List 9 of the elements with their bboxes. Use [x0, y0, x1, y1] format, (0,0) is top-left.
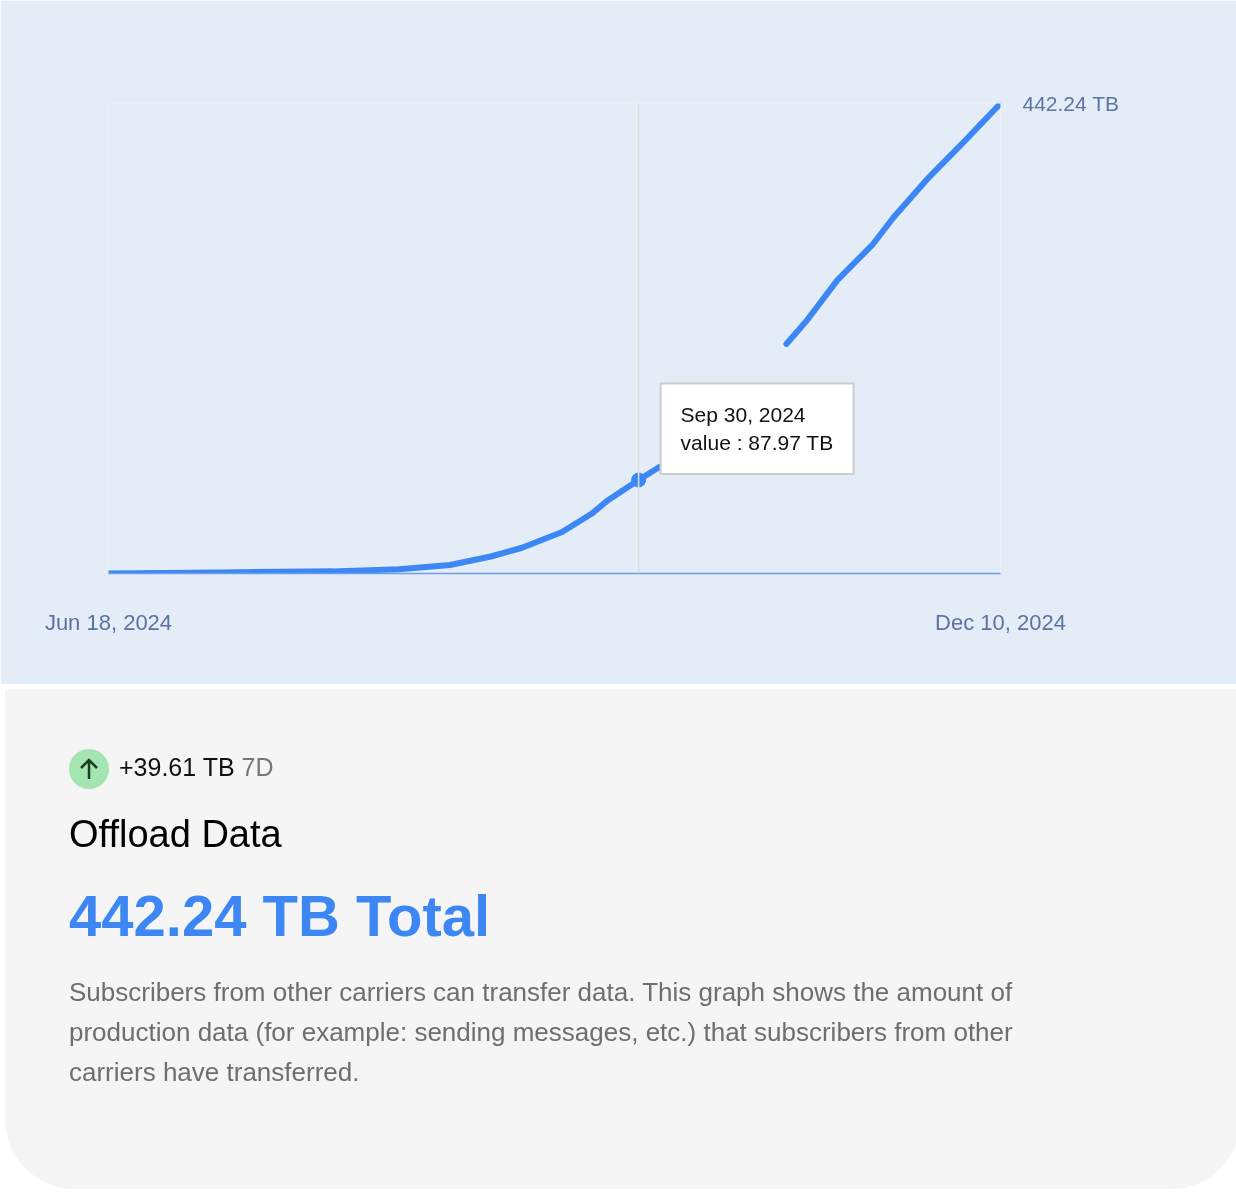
text: 7D: [241, 752, 274, 781]
text: Subscribers from other carriers can transfer data. This graph shows the amount of production data (for example: sending messages, etc.) that subscribers from other carriers have transferred.: [69, 976, 1014, 1090]
annotation: Sep 30, 2024 value : 87.97 TB: [680, 403, 834, 455]
x-tick-label: Dec 10, 2024: [935, 609, 1066, 635]
text: 442.24 TB Total: [69, 882, 492, 951]
text: +39.61 TB: [119, 752, 235, 781]
x-tick-label: Jun 18, 2024: [44, 609, 173, 635]
data-label: 442.24 TB: [1022, 92, 1120, 115]
text: Offload Data: [69, 812, 283, 857]
